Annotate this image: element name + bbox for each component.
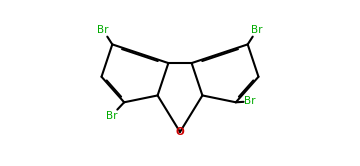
Text: Br: Br (251, 25, 262, 35)
Text: Br: Br (98, 25, 109, 35)
Text: Br: Br (244, 96, 256, 106)
Text: Br: Br (106, 111, 117, 121)
Text: O: O (176, 127, 184, 137)
